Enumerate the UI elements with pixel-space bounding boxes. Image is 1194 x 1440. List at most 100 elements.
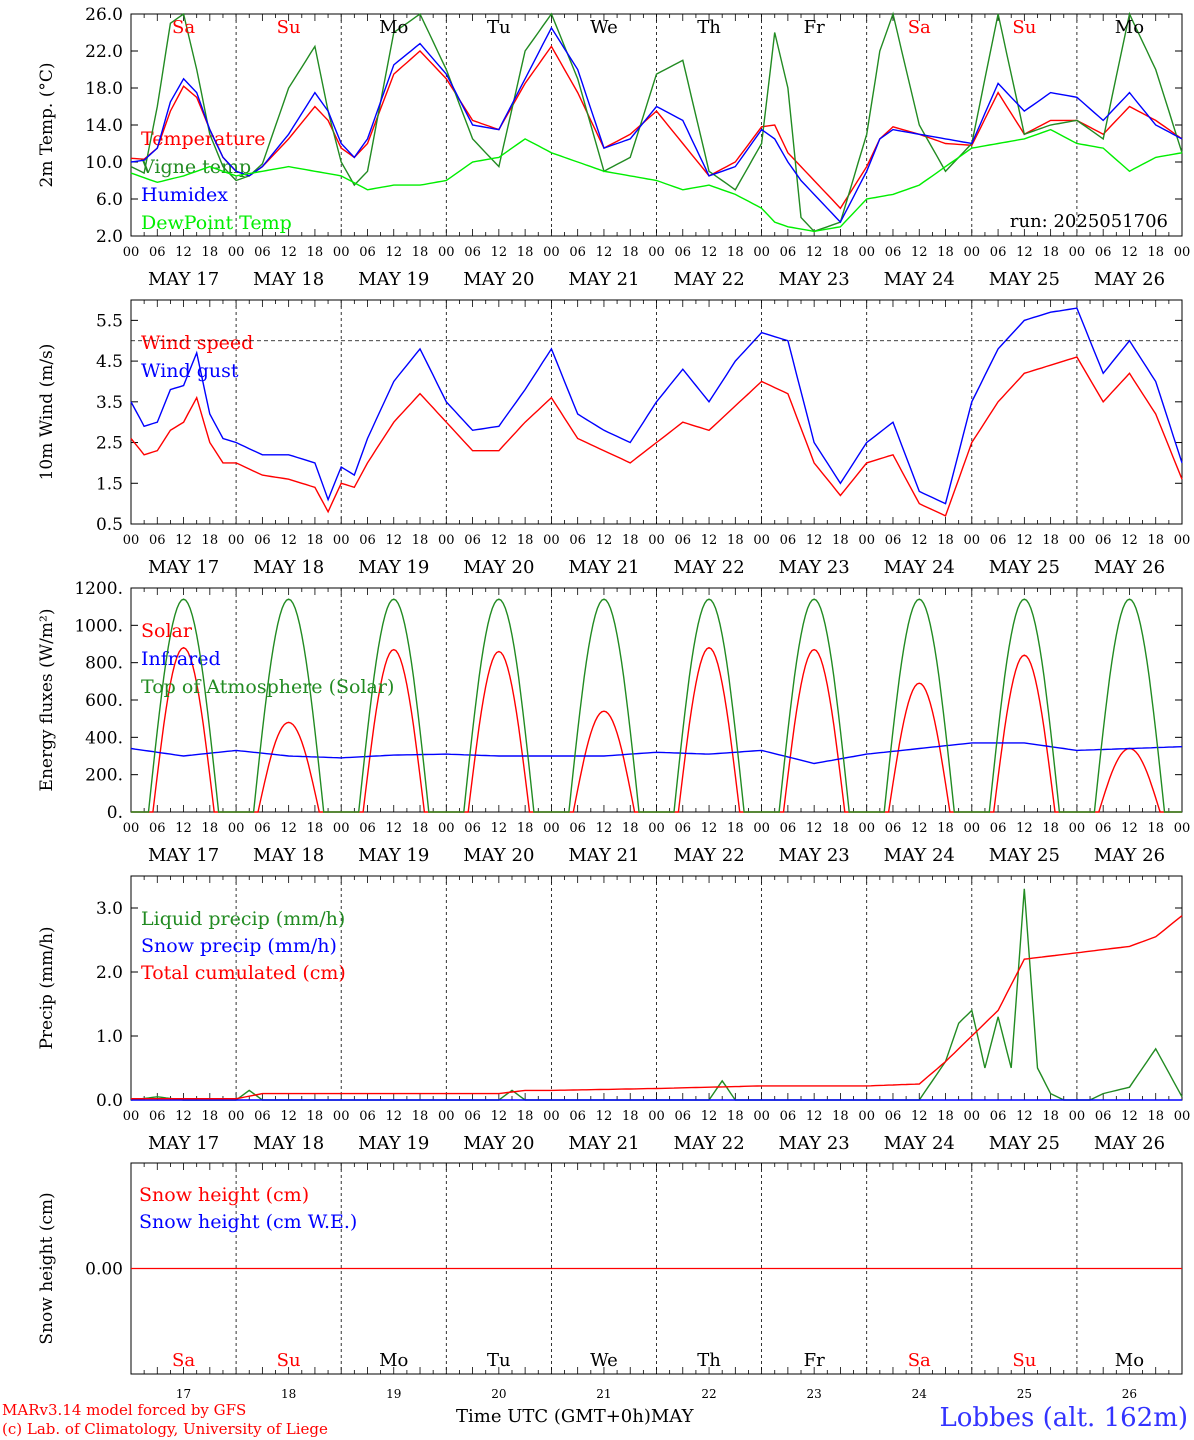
hour-tick-label: 12	[1121, 533, 1138, 548]
series-line-dewpoint-temp	[130, 128, 1183, 233]
hour-tick-label: 12	[280, 533, 297, 548]
hour-tick-label: 12	[175, 245, 192, 260]
hour-tick-label: 18	[937, 1109, 954, 1124]
hour-tick-label: 12	[491, 821, 508, 836]
day-label: MAY 25	[989, 557, 1060, 578]
hour-tick-label: 06	[464, 245, 481, 260]
hour-tick-label: 00	[438, 245, 455, 260]
y-axis-label: Precip (mm/h)	[37, 926, 57, 1049]
hour-tick-label: 00	[648, 245, 665, 260]
hour-tick-label: 06	[780, 1109, 797, 1124]
hour-tick-label: 12	[1121, 1109, 1138, 1124]
weekday-label-top: Mo	[1115, 17, 1144, 38]
hour-tick-label: 18	[307, 533, 324, 548]
day-label: MAY 25	[989, 845, 1060, 866]
hour-tick-label: 06	[149, 245, 166, 260]
series-line-humidex	[130, 26, 1183, 224]
weekday-label-bottom: Sa	[172, 1350, 195, 1371]
hour-tick-label: 06	[464, 1109, 481, 1124]
hour-tick-label: 06	[569, 821, 586, 836]
hour-tick-label: 18	[622, 821, 639, 836]
weekday-label-top: Th	[697, 17, 721, 38]
hour-tick-label: 00	[333, 1109, 350, 1124]
hour-tick-label: 12	[596, 821, 613, 836]
hour-tick-label: 12	[806, 1109, 823, 1124]
day-label: MAY 26	[1094, 845, 1165, 866]
hour-tick-label: 18	[517, 245, 534, 260]
hour-tick-label: 00	[753, 245, 770, 260]
y-tick-label: 600.	[85, 691, 123, 711]
day-label: MAY 24	[884, 845, 955, 866]
legend-entry: Liquid precip (mm/h)	[141, 908, 345, 930]
hour-tick-label: 00	[543, 245, 560, 260]
day-number-label: 23	[807, 1387, 822, 1401]
hour-tick-label: 00	[228, 533, 245, 548]
hour-tick-label: 18	[622, 1109, 639, 1124]
hour-tick-label: 12	[596, 1109, 613, 1124]
x-axis-label: Time UTC (GMT+0h)	[456, 1406, 651, 1427]
hour-tick-label: 06	[1095, 245, 1112, 260]
hour-tick-label: 18	[622, 533, 639, 548]
day-label: MAY 18	[253, 557, 324, 578]
day-number-label: 21	[596, 1387, 611, 1401]
hour-tick-label: 00	[858, 245, 875, 260]
day-label: MAY 22	[673, 1133, 744, 1154]
hour-tick-label: 06	[149, 1109, 166, 1124]
y-tick-label: 5.5	[96, 311, 123, 331]
hour-tick-label: 00	[438, 1109, 455, 1124]
hour-tick-label: 18	[832, 245, 849, 260]
weekday-label-bottom: Sa	[908, 1350, 931, 1371]
hour-tick-label: 00	[543, 533, 560, 548]
y-tick-label: 1.5	[96, 474, 123, 494]
series-line-top-of-atmosphere-solar-	[131, 598, 1182, 813]
run-label: run: 2025051706	[1010, 211, 1168, 232]
hour-tick-label: 06	[675, 245, 692, 260]
weekday-label-bottom: We	[590, 1350, 618, 1371]
day-label: MAY 26	[1094, 557, 1165, 578]
hour-tick-label: 00	[648, 1109, 665, 1124]
hour-tick-label: 06	[675, 821, 692, 836]
hour-tick-label: 12	[491, 245, 508, 260]
hour-tick-label: 06	[990, 821, 1007, 836]
hour-tick-label: 12	[385, 245, 402, 260]
legend-entry: Vigne temp	[140, 156, 251, 178]
weekday-label-top: Su	[277, 17, 301, 38]
month-label: MAY	[650, 1406, 694, 1427]
hour-tick-label: 18	[1042, 245, 1059, 260]
y-axis-label: 2m Temp. (°C)	[37, 62, 57, 187]
hour-tick-label: 06	[254, 245, 271, 260]
hour-tick-label: 06	[359, 245, 376, 260]
hour-tick-label: 12	[701, 1109, 718, 1124]
hour-tick-label: 12	[806, 533, 823, 548]
y-axis-label: Snow height (cm)	[37, 1192, 57, 1344]
y-tick-label: 3.0	[96, 899, 123, 919]
y-tick-label: 800.	[85, 654, 123, 674]
hour-tick-label: 12	[911, 1109, 928, 1124]
hour-tick-label: 00	[228, 1109, 245, 1124]
hour-tick-label: 12	[491, 1109, 508, 1124]
legend-entry: DewPoint Temp	[141, 212, 292, 234]
weekday-label-top: Tu	[487, 17, 511, 38]
hour-tick-label: 00	[1069, 1109, 1086, 1124]
day-label: MAY 24	[884, 269, 955, 290]
weekday-label-top: Sa	[172, 17, 195, 38]
hour-tick-label: 06	[464, 821, 481, 836]
hour-tick-label: 06	[885, 1109, 902, 1124]
hour-tick-label: 06	[569, 1109, 586, 1124]
day-number-label: 25	[1017, 1387, 1032, 1401]
day-label: MAY 17	[148, 845, 219, 866]
panel-2-frame	[130, 299, 1183, 525]
hour-tick-label: 00	[964, 245, 981, 260]
day-label: MAY 18	[253, 845, 324, 866]
hour-tick-label: 18	[1147, 821, 1164, 836]
hour-tick-label: 00	[964, 1109, 981, 1124]
day-number-label: 18	[281, 1387, 296, 1401]
y-tick-label: 18.0	[85, 79, 123, 99]
day-label: MAY 23	[779, 557, 850, 578]
legend-entry: Temperature	[141, 128, 265, 150]
hour-tick-label: 00	[964, 821, 981, 836]
hour-tick-label: 12	[701, 821, 718, 836]
hour-tick-label: 00	[123, 821, 140, 836]
day-number-label: 24	[912, 1387, 928, 1401]
